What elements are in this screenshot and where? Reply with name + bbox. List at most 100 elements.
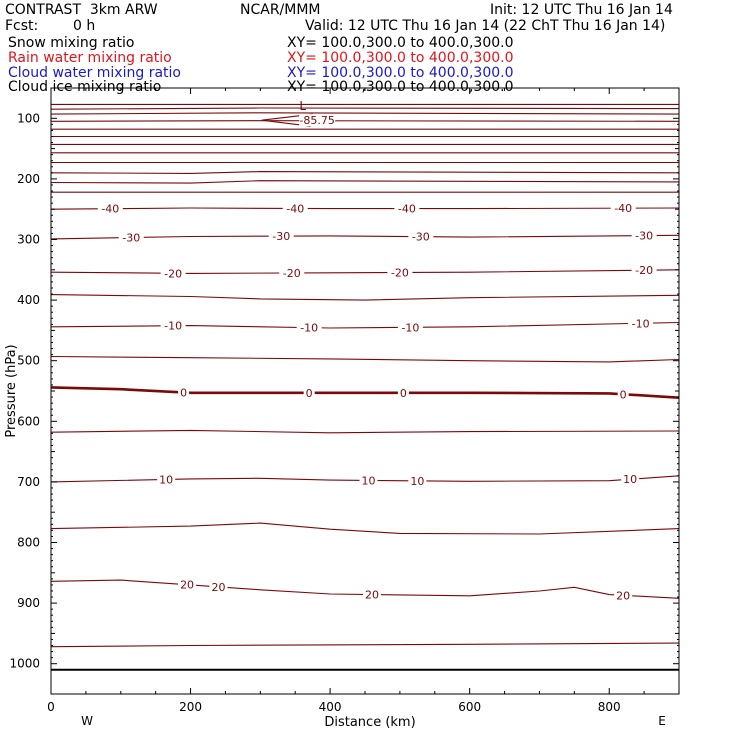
contour-label: -30 bbox=[635, 230, 653, 243]
contour-label-bg bbox=[178, 386, 190, 399]
contour-label: -40 bbox=[398, 203, 416, 216]
field-name-rain: Rain water mixing ratio bbox=[8, 50, 172, 66]
contour-label-bg bbox=[279, 266, 305, 279]
contour-label-bg bbox=[118, 231, 144, 244]
min-label-bg bbox=[299, 114, 336, 127]
contour-label: 0 bbox=[306, 387, 313, 400]
forecast-label: Fcst: bbox=[5, 18, 39, 34]
contour-label-bg bbox=[268, 230, 294, 243]
minimum-value-label: -85.75 bbox=[299, 114, 334, 127]
contour-label-bg bbox=[408, 474, 427, 487]
contour-line-1 bbox=[50, 107, 680, 110]
init-time: Init: 12 UTC Thu 16 Jan 14 bbox=[490, 2, 673, 18]
contour-line-22 bbox=[50, 579, 680, 599]
contour-label-bg bbox=[621, 473, 640, 486]
contour-label: -20 bbox=[164, 267, 182, 280]
contour-label-bg bbox=[394, 202, 420, 215]
contour-label-bg bbox=[610, 202, 636, 215]
contour-label: -10 bbox=[632, 317, 650, 330]
y-tick-label: 700 bbox=[17, 475, 40, 489]
forecast-hour: 0 h bbox=[73, 18, 96, 34]
contour-label: -10 bbox=[300, 322, 318, 335]
y-tick-label: 300 bbox=[17, 233, 40, 247]
contour-label: 0 bbox=[180, 386, 187, 399]
x-tick-label: 0 bbox=[47, 700, 55, 714]
contour-label: 20 bbox=[616, 589, 630, 602]
contour-label-bg bbox=[362, 588, 381, 601]
model-title: CONTRAST 3km ARW bbox=[5, 2, 158, 18]
contour-line-16 bbox=[50, 321, 680, 329]
contour-label: -20 bbox=[391, 267, 409, 280]
contour-label-bg bbox=[296, 321, 322, 334]
contour-label-bg bbox=[160, 267, 186, 280]
field-xy-rain: XY= 100.0,300.0 to 400.0,300.0 bbox=[287, 50, 514, 66]
contour-line-17 bbox=[50, 355, 680, 363]
contour-label: -20 bbox=[635, 264, 653, 277]
contour-line-9 bbox=[50, 171, 680, 174]
x-tick-label: 400 bbox=[319, 700, 342, 714]
contour-label: 10 bbox=[410, 475, 424, 488]
contour-label-bg bbox=[628, 317, 654, 330]
contour-line-15 bbox=[50, 294, 680, 301]
y-tick-label: 400 bbox=[17, 293, 40, 307]
contour-label: -10 bbox=[164, 320, 182, 333]
contour-label-bg bbox=[209, 580, 228, 593]
contour-line-21 bbox=[50, 522, 680, 535]
contour-line-2 bbox=[50, 112, 680, 115]
field-name-cloud-ice: Cloud ice mixing ratio bbox=[8, 79, 162, 95]
valid-time: Valid: 12 UTC Thu 16 Jan 14 (22 ChT Thu … bbox=[305, 18, 666, 34]
y-tick-label: 800 bbox=[17, 536, 40, 550]
contour-label-bg bbox=[631, 264, 657, 277]
contour-label: 0 bbox=[400, 387, 407, 400]
low-marker: L bbox=[299, 99, 306, 113]
y-tick-label: 200 bbox=[17, 172, 40, 186]
contour-label-bg bbox=[631, 229, 657, 242]
y-tick-label: 100 bbox=[17, 111, 40, 125]
contour-label: 20 bbox=[365, 589, 379, 602]
contour-label-bg bbox=[303, 386, 315, 399]
field-name-cloud-water: Cloud water mixing ratio bbox=[8, 65, 181, 81]
y-tick-label: 1000 bbox=[9, 657, 40, 671]
contour-label: 20 bbox=[211, 581, 225, 594]
contour-label: -40 bbox=[614, 202, 632, 215]
contour-line-14 bbox=[50, 269, 680, 274]
contour-label: -40 bbox=[101, 203, 119, 216]
organization-label: NCAR/MMM bbox=[240, 2, 321, 18]
x-tick-label: 800 bbox=[598, 700, 621, 714]
contour-label-bg bbox=[97, 202, 123, 215]
x-axis-title: Distance (km) bbox=[324, 715, 415, 730]
field-name-snow: Snow mixing ratio bbox=[8, 35, 135, 51]
low-contour-tongue bbox=[261, 113, 313, 127]
contour-line-23 bbox=[50, 642, 680, 648]
y-tick-label: 900 bbox=[17, 596, 40, 610]
contour-label-bg bbox=[359, 474, 378, 487]
contour-line-19 bbox=[50, 429, 680, 434]
contour-label: 10 bbox=[159, 473, 173, 486]
contour-line-0c bbox=[50, 386, 680, 399]
field-xy-snow: XY= 100.0,300.0 to 400.0,300.0 bbox=[287, 35, 514, 51]
contour-line-12 bbox=[50, 207, 680, 210]
contour-label-bg bbox=[397, 321, 423, 334]
contour-label-bg bbox=[617, 388, 629, 401]
contour-label: -30 bbox=[272, 230, 290, 243]
contour-label-bg bbox=[160, 319, 186, 332]
field-xy-cloud-water: XY= 100.0,300.0 to 400.0,300.0 bbox=[287, 65, 514, 81]
contour-label: -20 bbox=[283, 267, 301, 280]
contour-label: 0 bbox=[620, 388, 627, 401]
contour-label: -30 bbox=[412, 231, 430, 244]
contour-label-bg bbox=[178, 578, 197, 591]
y-tick-label: 600 bbox=[17, 414, 40, 428]
contour-line-10 bbox=[50, 180, 680, 184]
x-tick-label: 600 bbox=[458, 700, 481, 714]
contour-label-bg bbox=[408, 230, 434, 243]
contour-label-bg bbox=[397, 386, 409, 399]
contour-line-20 bbox=[50, 475, 680, 483]
contour-label-bg bbox=[282, 202, 308, 215]
contour-label: 10 bbox=[361, 474, 375, 487]
field-xy-cloud-ice: XY= 100.0,300.0 to 400.0,300.0 bbox=[287, 79, 514, 95]
east-label: E bbox=[658, 714, 666, 728]
contour-label: -30 bbox=[122, 232, 140, 245]
x-tick-label: 200 bbox=[179, 700, 202, 714]
